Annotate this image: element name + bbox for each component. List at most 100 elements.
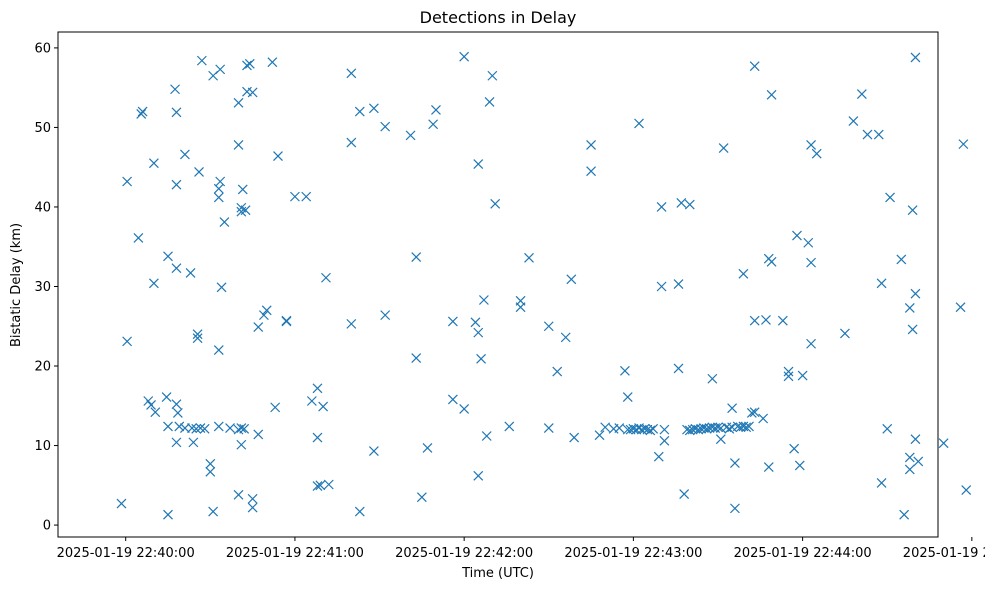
data-point bbox=[913, 456, 924, 467]
data-point bbox=[171, 179, 182, 190]
data-point bbox=[239, 423, 250, 434]
y-tick-label: 40 bbox=[34, 200, 51, 215]
data-point bbox=[862, 129, 873, 140]
data-point bbox=[938, 438, 949, 449]
data-point bbox=[481, 431, 492, 441]
data-point bbox=[205, 458, 216, 469]
data-point bbox=[247, 502, 258, 513]
data-point bbox=[961, 485, 972, 496]
data-point bbox=[673, 363, 684, 374]
data-point bbox=[885, 192, 895, 203]
data-point bbox=[566, 274, 577, 285]
data-point bbox=[727, 403, 738, 414]
data-point bbox=[904, 464, 915, 475]
data-point bbox=[515, 302, 526, 313]
data-point bbox=[216, 282, 227, 293]
data-point bbox=[306, 396, 317, 406]
y-tick-label: 30 bbox=[34, 280, 51, 295]
data-point bbox=[171, 437, 182, 448]
data-point bbox=[312, 432, 323, 443]
data-point bbox=[237, 184, 248, 195]
data-point bbox=[693, 424, 704, 435]
data-point bbox=[270, 402, 281, 413]
data-point bbox=[679, 489, 690, 499]
data-point bbox=[312, 481, 323, 492]
data-point bbox=[447, 394, 458, 405]
data-point bbox=[163, 421, 173, 432]
data-point bbox=[163, 251, 173, 262]
data-point bbox=[789, 443, 800, 454]
data-point bbox=[447, 316, 458, 327]
data-point bbox=[707, 373, 718, 384]
data-point bbox=[473, 327, 484, 338]
data-point bbox=[569, 432, 580, 443]
data-point bbox=[910, 52, 921, 63]
data-point bbox=[289, 191, 300, 202]
data-point bbox=[586, 166, 597, 177]
data-point bbox=[321, 272, 331, 283]
data-point bbox=[233, 97, 244, 108]
data-point bbox=[187, 423, 197, 433]
data-point bbox=[236, 423, 247, 433]
y-tick-label: 0 bbox=[43, 519, 51, 534]
data-point bbox=[741, 422, 752, 433]
data-point bbox=[476, 353, 487, 364]
data-point bbox=[233, 140, 244, 150]
x-tick-label: 2025-01-19 22:45:00 bbox=[903, 546, 985, 561]
y-tick-label: 20 bbox=[34, 360, 51, 375]
data-point bbox=[315, 480, 326, 491]
data-point bbox=[729, 458, 740, 468]
data-point bbox=[148, 158, 159, 169]
data-point bbox=[431, 105, 441, 115]
data-point bbox=[904, 303, 915, 313]
data-point bbox=[368, 446, 379, 457]
data-point bbox=[622, 392, 633, 402]
data-point bbox=[594, 430, 605, 441]
data-point bbox=[380, 121, 391, 132]
data-point bbox=[811, 148, 822, 159]
data-point bbox=[882, 423, 893, 434]
data-point bbox=[133, 233, 144, 243]
data-point bbox=[738, 268, 749, 279]
data-point bbox=[188, 437, 199, 448]
data-point bbox=[261, 305, 272, 316]
data-point bbox=[792, 230, 802, 241]
data-point bbox=[806, 257, 817, 268]
data-point bbox=[346, 68, 357, 79]
data-point bbox=[247, 87, 258, 98]
data-point bbox=[208, 506, 219, 517]
data-point bbox=[639, 423, 650, 434]
data-point bbox=[116, 498, 127, 509]
data-point bbox=[560, 332, 571, 343]
data-point bbox=[910, 434, 921, 445]
data-point bbox=[422, 443, 433, 453]
data-point bbox=[179, 423, 190, 433]
data-point bbox=[656, 281, 667, 292]
data-point bbox=[524, 252, 534, 263]
data-point bbox=[586, 140, 597, 150]
data-point bbox=[171, 107, 182, 118]
data-point bbox=[301, 191, 312, 202]
data-point bbox=[225, 423, 235, 433]
data-point bbox=[904, 452, 915, 463]
x-tick-label: 2025-01-19 22:40:00 bbox=[57, 546, 195, 561]
data-point bbox=[459, 404, 470, 414]
data-point bbox=[473, 470, 484, 481]
data-point bbox=[122, 176, 133, 187]
data-point bbox=[806, 338, 817, 349]
x-tick-label: 2025-01-19 22:42:00 bbox=[395, 546, 533, 561]
data-point bbox=[192, 333, 203, 344]
data-point bbox=[797, 370, 808, 381]
data-point bbox=[240, 205, 251, 216]
data-point bbox=[783, 371, 794, 382]
data-point bbox=[196, 55, 207, 66]
data-point bbox=[713, 422, 723, 433]
data-point bbox=[715, 434, 726, 445]
data-point bbox=[746, 408, 757, 418]
data-point bbox=[318, 401, 329, 412]
data-point bbox=[405, 130, 416, 141]
data-point bbox=[656, 202, 667, 212]
y-tick-label: 10 bbox=[34, 439, 51, 454]
data-point bbox=[876, 278, 887, 289]
data-point bbox=[170, 84, 180, 95]
